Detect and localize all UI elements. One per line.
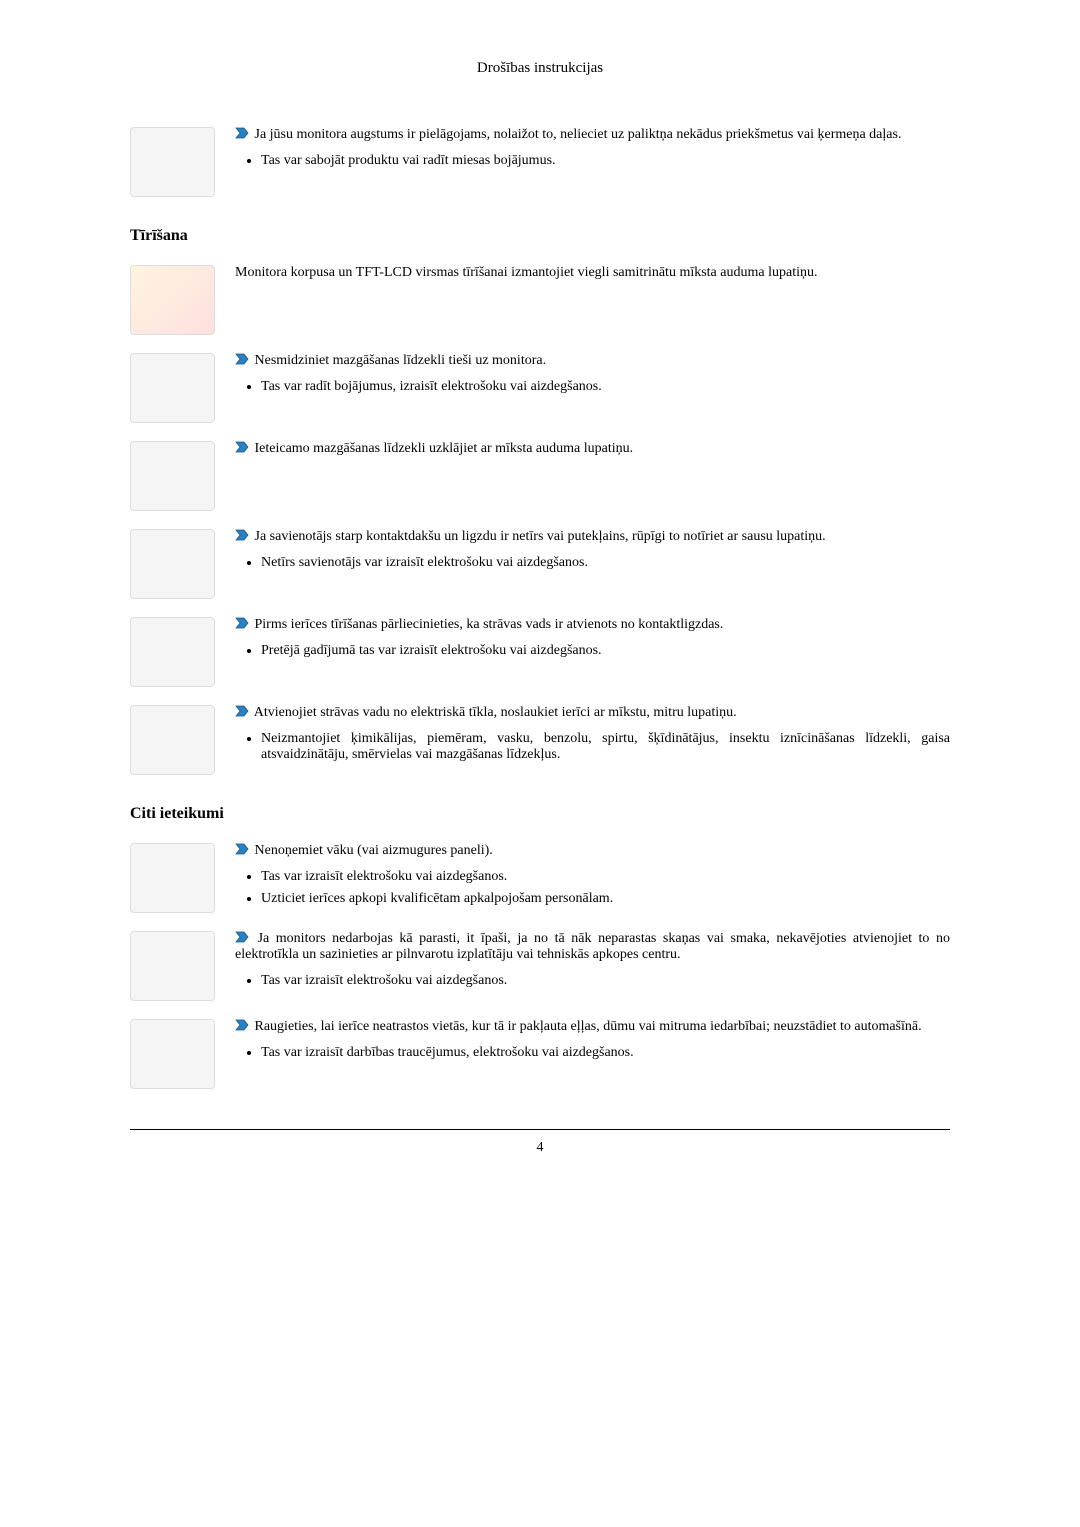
- arrow-icon: [235, 441, 249, 453]
- lead-text: Atvienojiet strāvas vadu no elektriskā t…: [235, 705, 950, 721]
- arrow-icon: [235, 705, 249, 717]
- bullet-item: Uzticiet ierīces apkopi kvalificētam apk…: [261, 891, 950, 907]
- entry-body: Atvienojiet strāvas vadu no elektriskā t…: [235, 705, 950, 769]
- bullet-list: Tas var izraisīt elektrošoku vai aizdegš…: [235, 973, 950, 989]
- entry-body: Ja monitors nedarbojas kā parasti, it īp…: [235, 931, 950, 995]
- bullet-list: Tas var sabojāt produktu vai radīt miesa…: [235, 153, 950, 169]
- arrow-icon: [235, 353, 249, 365]
- section-heading: Citi ieteikumi: [130, 805, 950, 823]
- entry-body: Ja jūsu monitora augstums ir pielāgojams…: [235, 127, 950, 175]
- lead-text: Nenoņemiet vāku (vai aizmugures paneli).: [235, 843, 950, 859]
- running-header: Drošības instrukcijas: [130, 60, 950, 77]
- bullet-item: Tas var izraisīt darbības traucējumus, e…: [261, 1045, 950, 1061]
- instruction-entry: Nenoņemiet vāku (vai aizmugures paneli).…: [130, 843, 950, 913]
- bullet-item: Tas var izraisīt elektrošoku vai aizdegš…: [261, 973, 950, 989]
- illustration-placeholder: [130, 529, 215, 599]
- bullet-list: Tas var izraisīt elektrošoku vai aizdegš…: [235, 869, 950, 907]
- entry-body: Raugieties, lai ierīce neatrastos vietās…: [235, 1019, 950, 1067]
- entry-body: Nenoņemiet vāku (vai aizmugures paneli).…: [235, 843, 950, 913]
- instruction-entry: Ja savienotājs starp kontaktdakšu un lig…: [130, 529, 950, 599]
- bullet-list: Netīrs savienotājs var izraisīt elektroš…: [235, 555, 950, 571]
- entry-body: Nesmidziniet mazgāšanas līdzekli tieši u…: [235, 353, 950, 401]
- arrow-icon: [235, 127, 249, 139]
- bullet-item: Tas var sabojāt produktu vai radīt miesa…: [261, 153, 950, 169]
- bullet-list: Pretējā gadījumā tas var izraisīt elektr…: [235, 643, 950, 659]
- arrow-icon: [235, 843, 249, 855]
- instruction-entry: Raugieties, lai ierīce neatrastos vietās…: [130, 1019, 950, 1089]
- illustration-placeholder: [130, 843, 215, 913]
- entry-body: Ja savienotājs starp kontaktdakšu un lig…: [235, 529, 950, 577]
- instruction-entry: Atvienojiet strāvas vadu no elektriskā t…: [130, 705, 950, 775]
- illustration-placeholder: [130, 931, 215, 1001]
- lead-text: Ja savienotājs starp kontaktdakšu un lig…: [235, 529, 950, 545]
- lead-text: Monitora korpusa un TFT-LCD virsmas tīrī…: [235, 265, 950, 281]
- illustration-placeholder: [130, 617, 215, 687]
- lead-text: Pirms ierīces tīrīšanas pārliecinieties,…: [235, 617, 950, 633]
- instruction-entry: Ieteicamo mazgāšanas līdzekli uzklājiet …: [130, 441, 950, 511]
- bullet-item: Tas var radīt bojājumus, izraisīt elektr…: [261, 379, 950, 395]
- instruction-entry: Nesmidziniet mazgāšanas līdzekli tieši u…: [130, 353, 950, 423]
- section-heading: Tīrīšana: [130, 227, 950, 245]
- arrow-icon: [235, 617, 249, 629]
- footer-rule: [130, 1129, 950, 1130]
- bullet-item: Neizmantojiet ķimikālijas, piemēram, vas…: [261, 731, 950, 763]
- entry-body: Monitora korpusa un TFT-LCD virsmas tīrī…: [235, 265, 950, 291]
- lead-text: Raugieties, lai ierīce neatrastos vietās…: [235, 1019, 950, 1035]
- lead-text: Ja jūsu monitora augstums ir pielāgojams…: [235, 127, 950, 143]
- page-number: 4: [130, 1140, 950, 1156]
- bullet-list: Tas var izraisīt darbības traucējumus, e…: [235, 1045, 950, 1061]
- illustration-placeholder: [130, 441, 215, 511]
- lead-text: Ja monitors nedarbojas kā parasti, it īp…: [235, 931, 950, 963]
- arrow-icon: [235, 529, 249, 541]
- lead-text: Nesmidziniet mazgāšanas līdzekli tieši u…: [235, 353, 950, 369]
- illustration-placeholder: [130, 127, 215, 197]
- lead-text: Ieteicamo mazgāšanas līdzekli uzklājiet …: [235, 441, 950, 457]
- bullet-list: Tas var radīt bojājumus, izraisīt elektr…: [235, 379, 950, 395]
- illustration-placeholder: [130, 353, 215, 423]
- illustration-placeholder: [130, 705, 215, 775]
- entry-body: Pirms ierīces tīrīšanas pārliecinieties,…: [235, 617, 950, 665]
- bullet-item: Pretējā gadījumā tas var izraisīt elektr…: [261, 643, 950, 659]
- bullet-item: Tas var izraisīt elektrošoku vai aizdegš…: [261, 869, 950, 885]
- content-area: Ja jūsu monitora augstums ir pielāgojams…: [130, 127, 950, 1089]
- bullet-list: Neizmantojiet ķimikālijas, piemēram, vas…: [235, 731, 950, 763]
- warning-icon: [130, 265, 215, 335]
- instruction-entry: Ja jūsu monitora augstums ir pielāgojams…: [130, 127, 950, 197]
- instruction-entry: Pirms ierīces tīrīšanas pārliecinieties,…: [130, 617, 950, 687]
- illustration-placeholder: [130, 1019, 215, 1089]
- instruction-entry: Ja monitors nedarbojas kā parasti, it īp…: [130, 931, 950, 1001]
- entry-body: Ieteicamo mazgāšanas līdzekli uzklājiet …: [235, 441, 950, 467]
- arrow-icon: [235, 1019, 249, 1031]
- page: Drošības instrukcijas Ja jūsu monitora a…: [0, 0, 1080, 1216]
- arrow-icon: [235, 931, 249, 943]
- bullet-item: Netīrs savienotājs var izraisīt elektroš…: [261, 555, 950, 571]
- instruction-entry: Monitora korpusa un TFT-LCD virsmas tīrī…: [130, 265, 950, 335]
